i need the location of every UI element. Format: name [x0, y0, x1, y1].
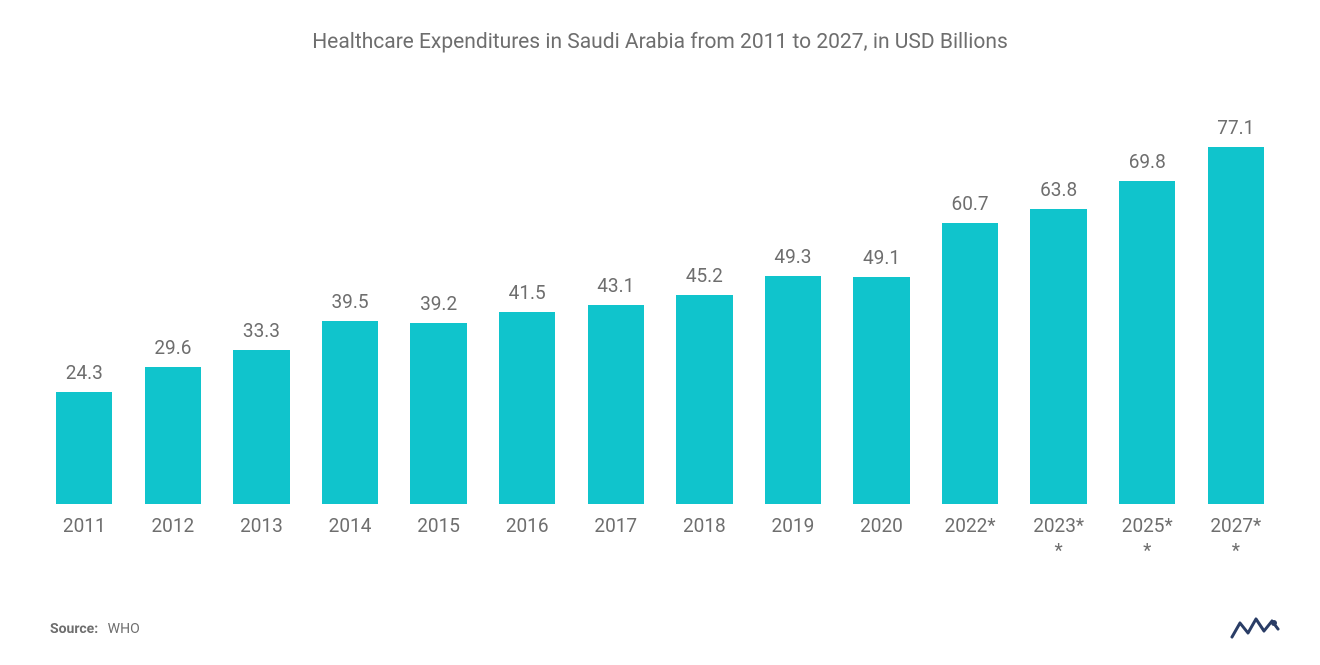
x-axis-label: 2023* — [1033, 514, 1084, 539]
x-label-group: 2023** — [1018, 514, 1099, 563]
bar-value-label: 63.8 — [1040, 178, 1077, 201]
x-axis: 2011 2012 2013 2014 2015 2016 2017 2018 2019 2020… — [40, 514, 1280, 563]
chart-title: Healthcare Expenditures in Saudi Arabia … — [40, 30, 1280, 54]
bar-value-label: 43.1 — [597, 274, 634, 297]
x-axis-label: 2011 — [63, 514, 106, 539]
x-label-group: 2011 — [44, 514, 125, 563]
x-label-group: 2022* — [930, 514, 1011, 563]
x-label-group: 2015 — [398, 514, 479, 563]
bar — [765, 276, 821, 504]
brand-logo-icon — [1230, 613, 1280, 643]
bar-group: 63.8 — [1018, 94, 1099, 504]
source-label: Source: — [50, 621, 98, 637]
bar-value-label: 49.3 — [774, 245, 811, 268]
x-axis-label-extra: * — [1232, 539, 1240, 564]
bar-group: 49.1 — [841, 94, 922, 504]
x-axis-label: 2019 — [772, 514, 815, 539]
x-axis-label-extra: * — [1143, 539, 1151, 564]
x-label-group: 2027** — [1196, 514, 1277, 563]
plot-area: 24.3 29.6 33.3 39.5 39.2 41.5 43.1 45.2 49.3 49.1… — [40, 94, 1280, 504]
x-axis-label-extra: * — [1055, 539, 1063, 564]
bar — [1208, 147, 1264, 504]
bar-value-label: 29.6 — [154, 336, 191, 359]
x-label-group: 2014 — [310, 514, 391, 563]
bar — [853, 277, 909, 504]
bar-value-label: 77.1 — [1217, 116, 1254, 139]
x-axis-label: 2012 — [152, 514, 195, 539]
x-label-group: 2013 — [221, 514, 302, 563]
x-axis-label: 2025* — [1122, 514, 1173, 539]
bar-group: 69.8 — [1107, 94, 1188, 504]
x-axis-label: 2016 — [506, 514, 549, 539]
x-label-group: 2016 — [487, 514, 568, 563]
x-label-group: 2017 — [575, 514, 656, 563]
bar-value-label: 33.3 — [243, 319, 280, 342]
x-label-group: 2020 — [841, 514, 922, 563]
bar-group: 39.5 — [310, 94, 391, 504]
x-label-group: 2012 — [133, 514, 214, 563]
bar-group: 77.1 — [1196, 94, 1277, 504]
bar-group: 24.3 — [44, 94, 125, 504]
x-label-group: 2018 — [664, 514, 745, 563]
source-value: WHO — [108, 621, 140, 637]
bar — [942, 223, 998, 504]
source-line: Source: WHO — [50, 621, 140, 637]
bar-group: 33.3 — [221, 94, 302, 504]
bar-value-label: 39.5 — [332, 290, 369, 313]
bar — [676, 295, 732, 504]
x-axis-label: 2013 — [240, 514, 283, 539]
bar-group: 45.2 — [664, 94, 745, 504]
bar — [499, 312, 555, 504]
bar — [410, 323, 466, 504]
x-axis-label: 2022* — [945, 514, 996, 539]
bar — [1030, 209, 1086, 504]
bar-value-label: 39.2 — [420, 292, 457, 315]
bar — [233, 350, 289, 504]
bar-value-label: 69.8 — [1129, 150, 1166, 173]
bar-value-label: 24.3 — [66, 361, 103, 384]
bar-group: 29.6 — [133, 94, 214, 504]
x-axis-label: 2020 — [860, 514, 903, 539]
bar — [588, 305, 644, 504]
x-label-group: 2025** — [1107, 514, 1188, 563]
x-label-group: 2019 — [753, 514, 834, 563]
chart-container: Healthcare Expenditures in Saudi Arabia … — [0, 0, 1320, 665]
bar — [322, 321, 378, 504]
bar-value-label: 41.5 — [509, 281, 546, 304]
bar-group: 41.5 — [487, 94, 568, 504]
x-axis-label: 2017 — [594, 514, 637, 539]
bar-group: 49.3 — [753, 94, 834, 504]
bar-group: 43.1 — [575, 94, 656, 504]
x-axis-label: 2027* — [1210, 514, 1261, 539]
bar — [56, 392, 112, 504]
bar-group: 39.2 — [398, 94, 479, 504]
bar — [145, 367, 201, 504]
x-axis-label: 2018 — [683, 514, 726, 539]
bar — [1119, 181, 1175, 504]
bar-value-label: 60.7 — [952, 192, 989, 215]
bar-value-label: 49.1 — [863, 246, 900, 269]
x-axis-label: 2015 — [417, 514, 460, 539]
x-axis-label: 2014 — [329, 514, 372, 539]
bar-value-label: 45.2 — [686, 264, 723, 287]
bar-group: 60.7 — [930, 94, 1011, 504]
